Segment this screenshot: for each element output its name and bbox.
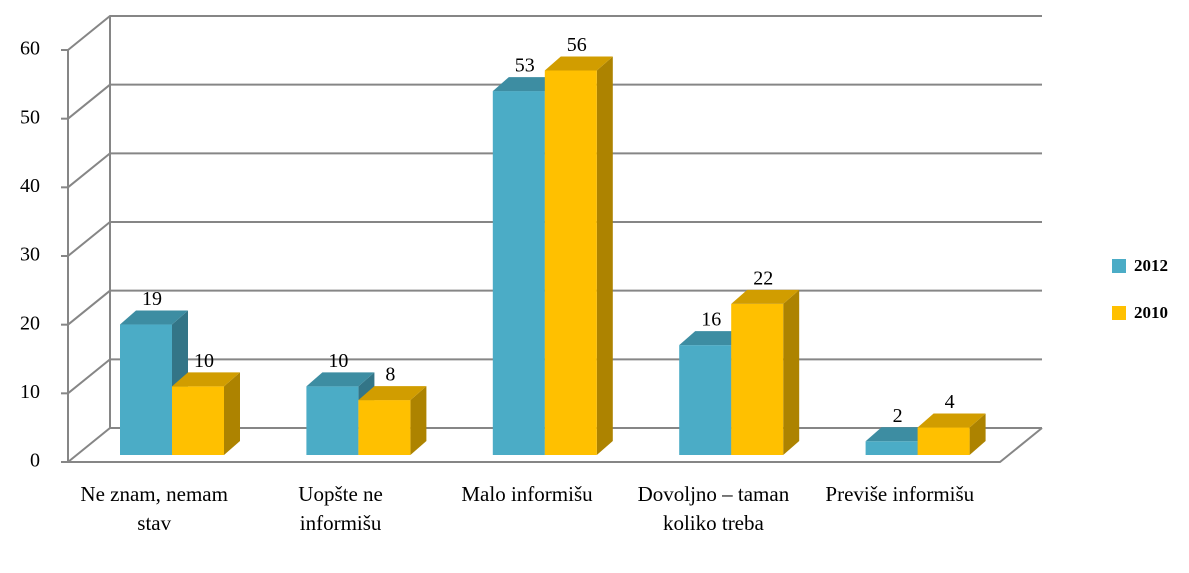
data-label: 2 xyxy=(893,405,903,427)
bar xyxy=(679,345,732,455)
y-tick-label: 10 xyxy=(20,381,40,403)
bar-side xyxy=(596,56,613,455)
y-tick-label: 30 xyxy=(20,244,40,266)
x-tick-label: Uopšte ne informišu xyxy=(298,482,383,535)
bar xyxy=(358,400,411,455)
bar-top xyxy=(917,413,986,428)
y-tick-label: 0 xyxy=(30,450,40,472)
y-tick-label: 40 xyxy=(20,175,40,197)
bar xyxy=(865,441,918,455)
data-label: 4 xyxy=(945,391,955,413)
legend-label: 2012 xyxy=(1134,256,1168,275)
bar-side xyxy=(969,413,986,455)
grid-line xyxy=(67,221,1042,257)
legend-label: 2010 xyxy=(1134,303,1168,322)
bar-top xyxy=(865,427,934,442)
bar xyxy=(492,91,545,456)
bar-side xyxy=(410,386,427,455)
y-tick-label: 20 xyxy=(20,312,40,334)
bar xyxy=(731,303,784,455)
grid-line xyxy=(67,15,1042,51)
bar xyxy=(120,324,172,455)
bar-top xyxy=(172,372,240,387)
bar-side xyxy=(783,289,800,455)
bar-top xyxy=(358,386,427,401)
data-label: 19 xyxy=(142,288,162,310)
bar-top xyxy=(544,56,613,71)
x-tick-label: Ne znam, nemam stav xyxy=(80,482,228,535)
y-tick-label: 60 xyxy=(20,38,40,60)
x-tick-label: Previše informišu xyxy=(825,482,975,506)
grid-line xyxy=(67,289,1042,326)
x-tick-label: Dovoljno – taman koliko treba xyxy=(637,482,790,535)
bar xyxy=(172,386,224,455)
bar xyxy=(544,70,597,455)
data-label: 10 xyxy=(328,350,348,372)
floor xyxy=(68,427,1043,463)
legend-swatch xyxy=(1112,259,1126,273)
data-label: 10 xyxy=(194,350,214,372)
bar-top xyxy=(679,331,748,346)
grid-line xyxy=(67,83,1042,120)
data-label: 8 xyxy=(385,364,395,386)
bar-top xyxy=(731,289,800,304)
bar xyxy=(917,427,970,455)
data-label: 56 xyxy=(567,34,587,56)
bar-top xyxy=(492,77,561,92)
bar-top xyxy=(120,310,188,325)
bar-side xyxy=(224,372,240,455)
bar-top xyxy=(306,372,375,387)
data-label: 16 xyxy=(701,309,721,331)
y-tick-label: 50 xyxy=(20,106,40,128)
legend-swatch xyxy=(1112,306,1126,320)
data-label: 22 xyxy=(753,268,773,290)
bar xyxy=(306,386,359,455)
data-label: 53 xyxy=(515,55,535,77)
x-tick-label: Malo informišu xyxy=(461,482,593,506)
grid-line xyxy=(67,152,1042,189)
